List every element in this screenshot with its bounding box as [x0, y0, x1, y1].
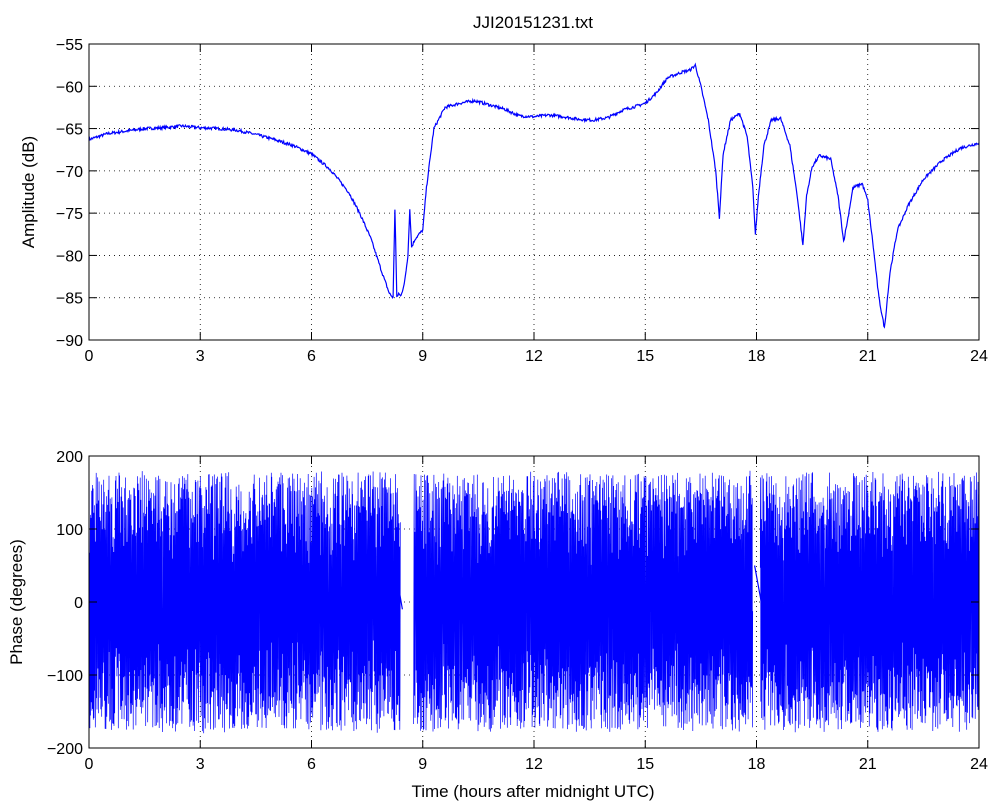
y-tick-label: −60 — [56, 79, 83, 96]
amplitude-ylabel: Amplitude (dB) — [19, 136, 38, 248]
x-tick-label: 9 — [418, 756, 427, 773]
amplitude-line — [88, 62, 980, 329]
y-tick-label: −80 — [56, 248, 83, 265]
phase-ticks: 0 3 6 9 12 15 18 21 24 −200 −100 0 100 200 — [47, 449, 988, 773]
y-tick-label: −75 — [56, 206, 83, 223]
x-tick-label: 15 — [636, 756, 654, 773]
phase-series — [89, 470, 979, 734]
phase-line — [89, 470, 979, 734]
y-tick-label: −90 — [56, 333, 83, 350]
x-tick-label: 24 — [970, 348, 988, 365]
y-tick-label: −70 — [56, 164, 83, 181]
x-tick-label: 18 — [748, 756, 766, 773]
chart-title: JJI20151231.txt — [473, 13, 593, 32]
x-tick-label: 6 — [307, 348, 316, 365]
x-tick-label: 18 — [748, 348, 766, 365]
y-tick-label: −55 — [56, 37, 83, 54]
x-tick-label: 24 — [970, 756, 988, 773]
x-tick-label: 21 — [859, 348, 877, 365]
y-tick-label: −65 — [56, 122, 83, 139]
x-tick-label: 9 — [418, 348, 427, 365]
x-tick-label: 0 — [85, 348, 94, 365]
x-tick-label: 12 — [525, 348, 543, 365]
amplitude-plot: 0 3 6 9 12 15 18 21 24 −90 −85 −80 −75 −70 −65 −60 −55 A… — [19, 37, 988, 365]
x-tick-label: 15 — [636, 348, 654, 365]
y-tick-label: −100 — [47, 668, 83, 685]
phase-xlabel: Time (hours after midnight UTC) — [411, 782, 654, 801]
amplitude-ticks: 0 3 6 9 12 15 18 21 24 −90 −85 −80 −75 −70 −65 −60 −55 — [56, 37, 988, 365]
phase-ylabel: Phase (degrees) — [7, 539, 26, 665]
amplitude-series — [88, 62, 980, 329]
amplitude-grid — [89, 44, 979, 340]
x-tick-label: 21 — [859, 756, 877, 773]
x-tick-label: 3 — [196, 348, 205, 365]
y-tick-label: 200 — [56, 449, 83, 466]
y-tick-label: 0 — [74, 595, 83, 612]
amplitude-plot-area — [89, 44, 979, 340]
y-tick-label: −200 — [47, 741, 83, 758]
x-tick-label: 3 — [196, 756, 205, 773]
x-tick-label: 6 — [307, 756, 316, 773]
x-tick-label: 12 — [525, 756, 543, 773]
x-tick-label: 0 — [85, 756, 94, 773]
y-tick-label: −85 — [56, 291, 83, 308]
y-tick-label: 100 — [56, 522, 83, 539]
phase-plot: 0 3 6 9 12 15 18 21 24 −200 −100 0 100 200 Phase (deg… — [7, 449, 988, 801]
phase-detail-segments — [385, 557, 880, 647]
